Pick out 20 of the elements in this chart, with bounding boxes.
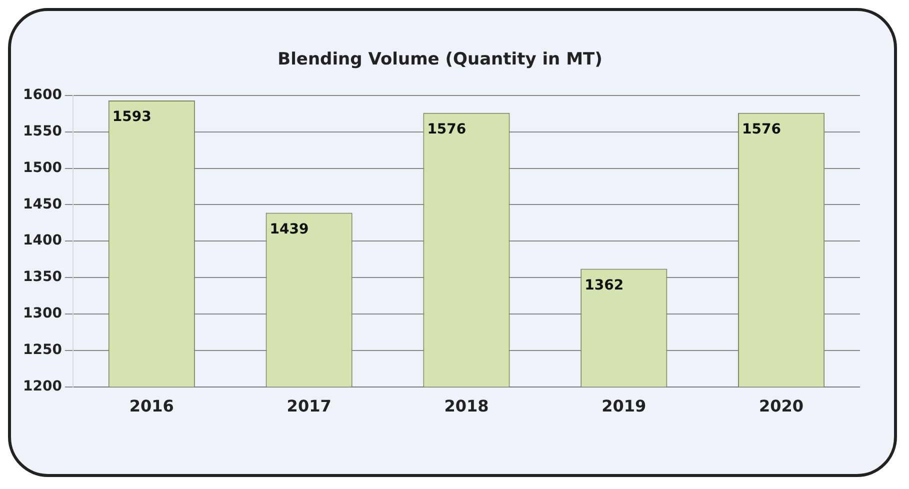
data-label: 1593 (112, 109, 152, 126)
y-tick-label: 1350 (22, 269, 62, 286)
y-tick-label: 1200 (22, 378, 62, 394)
y-tick-label: 1550 (22, 123, 62, 140)
y-tick-label: 1450 (22, 196, 62, 212)
y-tick-label: 1400 (22, 232, 62, 249)
chart-title: Blending Volume (Quantity in MT) (278, 50, 602, 70)
x-tick-label: 2020 (759, 396, 804, 416)
data-label: 1362 (584, 277, 624, 294)
data-label: 1439 (270, 221, 309, 238)
x-tick-label: 2018 (444, 396, 489, 416)
x-tick-label: 2017 (286, 396, 332, 416)
data-label: 1576 (742, 122, 781, 138)
y-tick-label: 1300 (22, 306, 62, 322)
data-label: 1576 (427, 122, 466, 138)
y-tick-label: 1600 (22, 87, 62, 104)
y-tick-label: 1500 (22, 160, 62, 176)
y-tick-label: 1250 (22, 342, 62, 358)
x-tick-label: 2019 (602, 396, 646, 416)
x-tick-label: 2016 (129, 396, 174, 416)
